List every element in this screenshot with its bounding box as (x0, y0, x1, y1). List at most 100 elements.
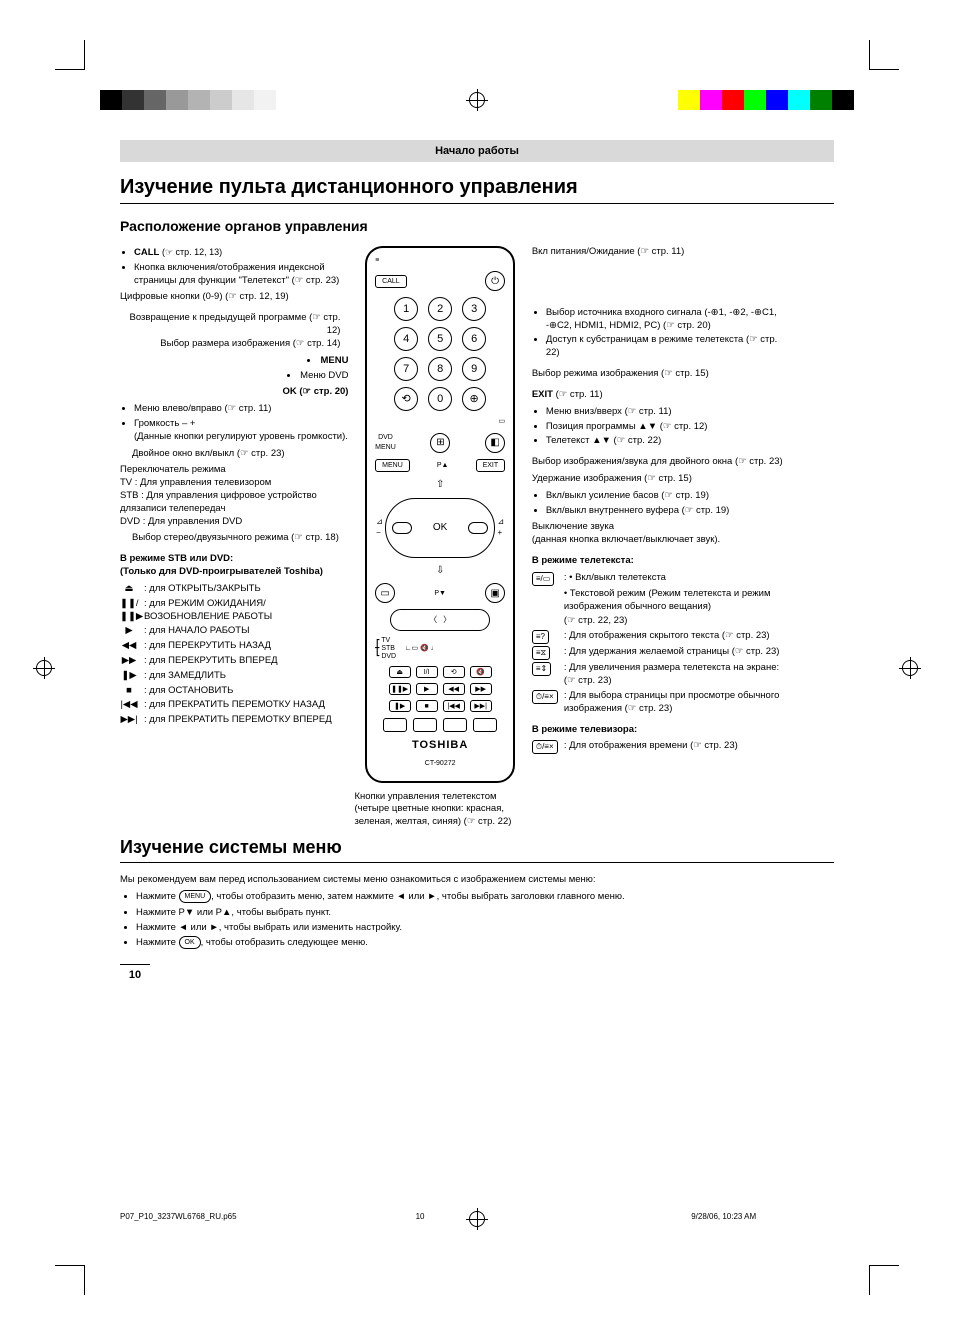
teletext-item: ≡/▭: • Вкл/выкл телетекста (532, 572, 789, 586)
transport-icon: ⏏ (120, 583, 138, 596)
menu-system-intro: Мы рекомендуем вам перед использованием … (120, 873, 834, 950)
exit-label: EXIT (532, 389, 553, 400)
teletext-item: ≡?: Для отображения скрытого текста (☞ с… (532, 630, 789, 644)
call-ref: (☞ стр. 12, 13) (162, 247, 222, 257)
dvd-control-item: ❚❚/❚❚▶: для РЕЖИМ ОЖИДАНИЯ/ВОЗОБНОВЛЕНИЕ… (120, 598, 348, 624)
teletext-text: : Для удержания желаемой страницы (☞ стр… (564, 646, 780, 660)
teletext-icon: ⏱/≡× (532, 690, 558, 704)
twin-select-label: Выбор изображения/звука для двойного окн… (532, 456, 789, 469)
teletext-text: • Текстовой режим (Режим телетекста и ре… (564, 588, 789, 614)
digit-1-button: 1 (394, 297, 418, 321)
teletext-text: (☞ стр. 22, 23) (564, 615, 628, 628)
crop-mark (55, 40, 85, 70)
remote-ok-button: OK (433, 521, 447, 535)
twin-button: ▭ (375, 583, 395, 603)
modes-list: TV : Для управления телевизоромSTB : Для… (120, 477, 348, 528)
hold-button: ▣ (485, 583, 505, 603)
registration-mark-icon (36, 660, 52, 676)
digit-6-button: 6 (462, 327, 486, 351)
return-prev-label: Возвращение к предыдущей программе (☞ ст… (120, 312, 340, 338)
exit-ref: (☞ стр. 11) (556, 389, 603, 400)
remote-exit-button: EXIT (476, 459, 506, 472)
dvd-control-text: : для ЗАМЕДЛИТЬ (144, 670, 226, 683)
transport-icon: ■ (120, 685, 138, 698)
picture-mode-label: Выбор режима изображения (☞ стр. 15) (532, 368, 789, 381)
color-swatches-left (100, 90, 276, 110)
ok-label: OK (☞ стр. 20) (120, 386, 348, 399)
picture-size-button: ⊞ (430, 433, 450, 453)
exit-list: Меню вниз/вверх (☞ стр. 11)Позиция прогр… (532, 406, 789, 448)
p-up-label: P▲ (437, 461, 449, 470)
dvd-control-text: : для ПЕРЕКРУТИТЬ ВПЕРЕД (144, 655, 278, 668)
transport-icon: ◀◀ (120, 640, 138, 653)
call-label: CALL (134, 247, 159, 258)
model-label: CT-90272 (425, 759, 456, 768)
bass-item: Вкл/выкл усиление басов (☞ стр. 19) (546, 490, 789, 503)
exit-item: Телетекст ▲▼ (☞ стр. 22) (546, 435, 789, 448)
menu-step: Нажмите P▼ или P▲, чтобы выбрать пункт. (136, 906, 834, 919)
dvd-control-text: : для ОТКРЫТЬ/ЗАКРЫТЬ (144, 583, 261, 596)
section-header: Начало работы (120, 140, 834, 162)
mute-label: Выключение звука (532, 521, 789, 534)
nav-down-icon: ⇩ (436, 564, 444, 578)
page-content: Начало работы Изучение пульта дистанцион… (120, 140, 834, 1195)
transport-icon: ❚▶ (120, 670, 138, 683)
stereo-label: Выбор стерео/двуязычного режима (☞ стр. … (120, 532, 348, 545)
exit-item: Позиция программы ▲▼ (☞ стр. 12) (546, 421, 789, 434)
footer-file: P07_P10_3237WL6768_RU.p65 (120, 1212, 356, 1221)
mute-desc: (данная кнопка включает/выключает звук). (532, 534, 789, 547)
dvd-control-item: ❚▶ : для ЗАМЕДЛИТЬ (120, 670, 348, 683)
vol-minus-icon: ⊿− (376, 517, 383, 539)
nav-right-button (468, 522, 488, 534)
stb-dvd-subtitle: (Только для DVD-проигрывателей Toshiba) (120, 566, 348, 579)
mode-item: TV : Для управления телевизором (120, 477, 348, 490)
menu-system-title: Изучение системы меню (120, 837, 834, 863)
dvd-control-item: ◀◀: для ПЕРЕКРУТИТЬ НАЗАД (120, 640, 348, 653)
digit-keys-label: Цифровые кнопки (0-9) (☞ стр. 12, 19) (120, 291, 348, 304)
stb-dvd-title: В режиме STB или DVD: (120, 553, 348, 566)
registration-mark-icon (469, 92, 485, 108)
menu-label: MENU (120, 355, 348, 368)
teletext-list: ≡/▭: • Вкл/выкл телетекста • Текстовой ре… (532, 572, 789, 716)
digit-3-button: 3 (462, 297, 486, 321)
teletext-item: • Текстовой режим (Режим телетекста и ре… (532, 588, 789, 614)
nav-left-button (392, 522, 412, 534)
remote-menu-button: MENU (375, 459, 410, 472)
power-icon: ⏻ (485, 271, 505, 291)
footer-timestamp: 9/28/06, 10:23 AM (591, 1212, 827, 1221)
p-down-label: P▼ (434, 589, 446, 598)
digit-4-button: 4 (394, 327, 418, 351)
dvd-control-item: ■: для ОСТАНОВИТЬ (120, 685, 348, 698)
menu-step: Нажмите MENU, чтобы отобразить меню, зат… (136, 890, 834, 903)
teletext-mode-title: В режиме телетекста: (532, 555, 789, 568)
clock-icon: ⏱/≡× (532, 740, 558, 754)
dvd-control-item: ⏏ : для ОТКРЫТЬ/ЗАКРЫТЬ (120, 583, 348, 596)
dvd-control-item: ▶▶: для ПЕРЕКРУТИТЬ ВПЕРЕД (120, 655, 348, 668)
teletext-item: ⏱/≡×: Для выбора страницы при просмотре … (532, 690, 789, 716)
mode-item: DVD : Для управления DVD (120, 516, 348, 529)
page-number: 10 (120, 964, 150, 981)
input-item: Выбор источника входного сигнала (-⊕1, -… (546, 307, 789, 333)
tv-mode-title: В режиме телевизора: (532, 724, 789, 737)
return-button: ⟲ (394, 387, 418, 411)
transport-icon: ▶▶| (120, 714, 138, 727)
dvd-control-item: ▶▶|: для ПРЕКРАТИТЬ ПЕРЕМОТКУ ВПЕРЕД (120, 714, 348, 727)
teletext-icon: ≡/▭ (532, 572, 554, 586)
digit-2-button: 2 (428, 297, 452, 321)
remote-dvdmenu-label: DVD MENU (375, 433, 396, 452)
remote-graphic: ≡ CALL ⏻ 1 2 3 4 5 6 7 (354, 246, 525, 829)
digit-9-button: 9 (462, 357, 486, 381)
crop-mark (869, 1265, 899, 1295)
brand-label: TOSHIBA (412, 738, 468, 753)
nav-ring: OK ⊿− ⊿+ (385, 498, 495, 558)
dvd-control-item: ▶: для НАЧАЛО РАБОТЫ (120, 625, 348, 638)
digit-0-button: 0 (428, 387, 452, 411)
remote-diagram: CALL (☞ стр. 12, 13) Кнопка включения/от… (120, 246, 834, 829)
bass-item: Вкл/выкл внутреннего вуфера (☞ стр. 19) (546, 505, 789, 518)
teletext-icon: ≡⇕ (532, 662, 551, 676)
teletext-item: ≡⇕: Для увеличения размера телетекста на… (532, 662, 789, 688)
power-label: Вкл питания/Ожидание (☞ стр. 11) (532, 246, 789, 259)
teletext-item: (☞ стр. 22, 23) (532, 615, 789, 628)
remote-teletext-icon: ≡ (375, 256, 379, 265)
menu-step: Нажмите ◄ или ►, чтобы выбрать или измен… (136, 921, 834, 934)
